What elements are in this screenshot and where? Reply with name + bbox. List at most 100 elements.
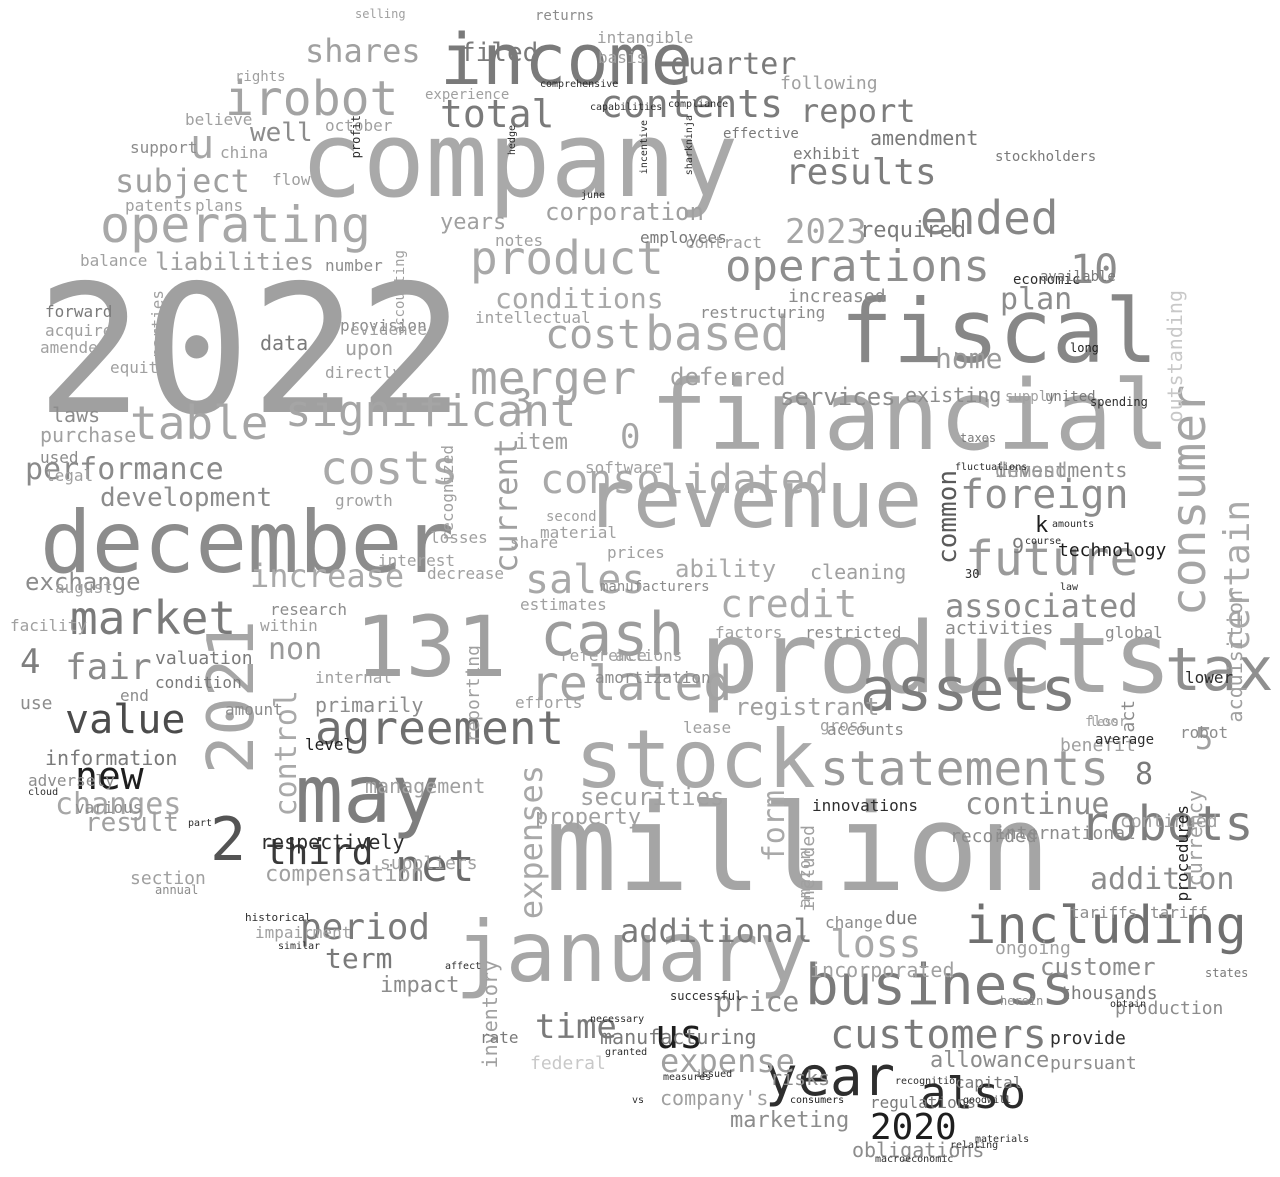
word-marketing: marketing	[730, 1108, 850, 1133]
word-value: value	[65, 697, 186, 743]
word-economic: economic	[1013, 272, 1081, 288]
word-reporting: reporting	[463, 645, 484, 743]
word-sharkninja: sharkninja	[684, 115, 695, 176]
word-demand: demand	[995, 458, 1068, 482]
word-exchange: exchange	[25, 568, 141, 596]
word-federal: federal	[530, 1053, 606, 1074]
word-filed: filed	[460, 38, 539, 68]
word-necessary: necessary	[590, 1014, 645, 1025]
word-consumers: consumers	[790, 1095, 845, 1106]
word-believe: believe	[185, 110, 253, 129]
word-december: december	[40, 493, 455, 593]
word-allowance: allowance	[930, 1048, 1050, 1073]
word-revenue: revenue	[585, 453, 923, 546]
word-lease: lease	[683, 718, 732, 737]
word-price: price	[715, 985, 800, 1018]
word-2020: 2020	[870, 1107, 957, 1148]
word-material: material	[540, 523, 618, 542]
word-prices: prices	[607, 543, 665, 562]
word-law: law	[1060, 582, 1079, 593]
word-effective: effective	[723, 126, 799, 142]
word-30: 30	[965, 567, 980, 581]
word-income: income	[440, 19, 693, 101]
word-total: total	[440, 92, 555, 136]
word-balance: balance	[80, 251, 148, 270]
word-amendment: amendment	[870, 126, 979, 150]
word-significant: significant	[285, 386, 577, 437]
word-forward: forward	[45, 302, 113, 321]
word-ended: ended	[920, 191, 1059, 245]
word-june: june	[581, 190, 606, 201]
word-less: less	[1090, 715, 1119, 729]
word-losses: losses	[430, 528, 488, 547]
word-recorded: recorded	[950, 826, 1037, 847]
word-issued: issued	[696, 1069, 733, 1080]
word-long: long	[1070, 341, 1099, 355]
word-activities: activities	[945, 618, 1054, 639]
word-expenses: expenses	[512, 765, 550, 920]
word-level: level	[305, 735, 354, 754]
word-relating: relating	[950, 1140, 999, 1151]
word-successful: successful	[670, 989, 743, 1003]
word-granted: granted	[605, 1047, 648, 1058]
word-comprehensive: comprehensive	[540, 79, 619, 90]
word-provision: provision	[340, 316, 427, 335]
word-hedge: hedge	[507, 125, 518, 156]
word-goodwill: goodwill	[963, 1095, 1012, 1106]
word-continued: continued	[1120, 811, 1218, 832]
word-net: net	[395, 841, 475, 892]
word-recognition: recognition	[895, 1076, 962, 1087]
word-spending: spending	[1090, 395, 1148, 409]
word-management: management	[365, 774, 486, 798]
word-accounting: accounting	[392, 250, 408, 335]
word-august: august	[55, 578, 113, 597]
word-support: support	[130, 138, 198, 157]
word-second: second	[546, 509, 597, 525]
word-year: year	[765, 1045, 896, 1108]
word-products: products	[700, 602, 1173, 716]
word-contract: contract	[685, 233, 763, 252]
word-amended: amended	[40, 338, 108, 357]
word-compensation: compensation	[265, 862, 424, 887]
word-liabilities: liabilities	[155, 248, 314, 276]
word-change: change	[825, 913, 883, 932]
word-obligations: obligations	[852, 1138, 985, 1162]
word-parties: parties	[148, 290, 167, 358]
word-flow: flow	[272, 170, 311, 189]
word-available: available	[1040, 269, 1116, 285]
word-plans: plans	[195, 196, 244, 215]
word-facility: facility	[10, 616, 88, 635]
word-factors: factors	[715, 623, 783, 642]
word-international: international	[995, 823, 1136, 844]
word-number: number	[325, 256, 383, 275]
word-pursuant: pursuant	[1050, 1053, 1137, 1074]
word-0: 0	[620, 417, 641, 457]
word-macroeconomic: macroeconomic	[875, 1154, 954, 1165]
word-required: required	[860, 218, 966, 243]
word-directly: directly	[325, 363, 403, 382]
word-materials: materials	[975, 1134, 1030, 1145]
word-2023: 2023	[785, 212, 867, 252]
word-notes: notes	[495, 231, 544, 250]
word-8: 8	[1135, 757, 1154, 792]
word-financial: financial	[650, 360, 1171, 472]
word-cash: cash	[540, 600, 685, 670]
word-innovations: innovations	[812, 796, 918, 815]
word-fiscal: fiscal	[840, 280, 1158, 383]
word-october: october	[325, 116, 393, 135]
word-end: end	[120, 686, 149, 705]
word-time: time	[535, 1007, 617, 1047]
word-benefit: benefit	[1060, 735, 1136, 756]
word-third: third	[265, 832, 374, 873]
word-including: including	[965, 896, 1247, 956]
word-sales: sales	[525, 557, 646, 603]
word-internal: internal	[315, 668, 393, 687]
word-period: period	[300, 907, 431, 948]
word-increase: increase	[250, 557, 405, 595]
word-section: section	[130, 868, 206, 889]
word-lower: lower	[1185, 668, 1234, 687]
word-decrease: decrease	[427, 564, 505, 583]
word-inventory: inventory	[478, 960, 502, 1069]
word-procedures: procedures	[1173, 805, 1192, 902]
